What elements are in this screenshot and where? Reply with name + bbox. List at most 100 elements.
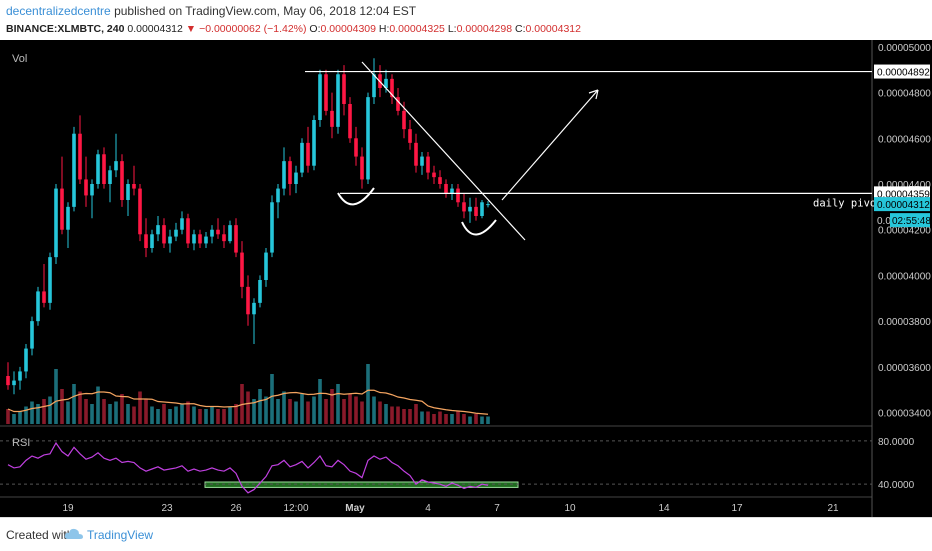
candle [114, 133, 118, 178]
chart-area[interactable]: daily pivot 0.00005000 0.00004800 0.000046… [0, 40, 932, 517]
candle [276, 184, 280, 219]
volume-bar [426, 411, 430, 424]
volume-bar [360, 401, 364, 424]
publish-text: published on TradingView.com, May 06, 20… [110, 4, 417, 18]
left-shoulder-arc[interactable] [337, 187, 375, 206]
candle [354, 126, 358, 166]
price-axis-label: 0.00004800 [878, 89, 931, 100]
candle [204, 232, 208, 248]
candle [108, 165, 112, 203]
candle-body [192, 234, 196, 244]
candle-body [384, 78, 388, 88]
volume-bar [174, 406, 178, 424]
candle-body [156, 225, 160, 235]
candle [282, 147, 286, 196]
volume-bar [294, 401, 298, 424]
candle [324, 69, 328, 116]
candle-body [18, 371, 22, 381]
volume-bar [282, 391, 286, 424]
downtrend-line[interactable] [361, 61, 526, 241]
candle [468, 197, 472, 223]
projection-arrow-line[interactable] [501, 89, 599, 201]
candle-body [132, 184, 136, 189]
candle-body [426, 156, 430, 173]
candle [264, 248, 268, 287]
volume-bar [324, 399, 328, 424]
time-axis-label: 14 [658, 503, 670, 514]
resistance-price-tag-bg [874, 64, 930, 79]
candle-body [186, 218, 190, 244]
volume-bar [444, 414, 448, 424]
candle-body [30, 321, 34, 349]
candle [366, 92, 370, 184]
volume-bar [84, 399, 88, 424]
candle-body [162, 225, 166, 244]
volume-bar [312, 396, 316, 424]
candle [120, 154, 124, 207]
volume-bar [390, 406, 394, 424]
candle-body [288, 161, 292, 184]
volume-bar [288, 399, 292, 424]
candle-body [198, 234, 202, 244]
tradingview-brand[interactable]: TradingView [87, 528, 154, 542]
candle [78, 115, 82, 184]
volume-bar [72, 384, 76, 424]
candle [480, 200, 484, 219]
candle [168, 229, 172, 253]
candle [180, 211, 184, 235]
candle-body [306, 142, 310, 166]
time-axis-label: 10 [564, 503, 576, 514]
candle-body [444, 184, 448, 194]
candle [138, 184, 142, 242]
daily-pivot-annotation[interactable]: daily pivot [813, 197, 883, 209]
author-link[interactable]: decentralizedcentre [6, 4, 111, 18]
low-label: L: [447, 23, 457, 35]
volume-bar [330, 389, 334, 424]
countdown-bg [890, 213, 930, 228]
candle [48, 252, 52, 310]
open-label: O: [309, 23, 321, 35]
candle [252, 298, 256, 344]
candle-body [276, 188, 280, 203]
candle [42, 264, 46, 308]
candle [246, 275, 250, 326]
volume-bar [486, 416, 490, 424]
candle [312, 115, 316, 171]
rsi-highlight-box[interactable] [204, 481, 519, 488]
candle [12, 371, 16, 395]
volume-bar [6, 409, 10, 424]
candle [228, 220, 232, 244]
volume-ma-line [7, 389, 489, 415]
candle [426, 152, 430, 180]
candle-body [462, 202, 466, 212]
right-shoulder-arc[interactable] [461, 219, 497, 236]
volume-bar [210, 406, 214, 424]
candle [390, 74, 394, 104]
open-value: 0.00004309 [320, 23, 376, 35]
candle-body [450, 188, 454, 194]
symbol-name[interactable]: BINANCE:XLMBTC, 240 [6, 23, 125, 35]
volume-bar [408, 409, 412, 424]
candle-body [336, 74, 340, 127]
pivot-price-tag-bg [874, 186, 930, 201]
volume-bar [270, 374, 274, 424]
time-axis-label: 7 [494, 503, 500, 514]
candle-body [54, 188, 58, 258]
volume-bar [126, 404, 130, 424]
volume-bar [276, 399, 280, 424]
chart-canvas[interactable]: daily pivot 0.00005000 0.00004800 0.000046… [0, 40, 932, 517]
candle-body [372, 74, 376, 98]
volume-bar [258, 389, 262, 424]
volume-bar [150, 406, 154, 424]
candle [66, 202, 70, 248]
close-value: 0.00004312 [525, 23, 581, 35]
candle-body [252, 302, 256, 315]
resistance-price-tag: 0.00004892 [877, 68, 930, 79]
candle [144, 218, 148, 258]
volume-bar [18, 411, 22, 424]
publish-info: decentralizedcentre published on Trading… [6, 4, 416, 18]
rsi-axis-label: 80.0000 [878, 437, 915, 448]
price-axis-label: 0.00004000 [878, 271, 931, 282]
candle [30, 316, 34, 356]
candle [342, 65, 346, 116]
